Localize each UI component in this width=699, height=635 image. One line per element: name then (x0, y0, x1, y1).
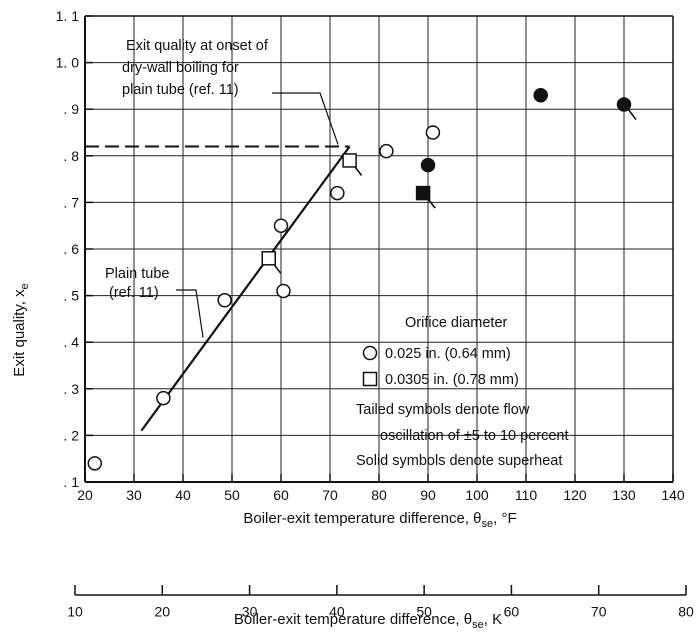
circle-point-5 (330, 185, 345, 201)
note-tailed-symbols: Tailed symbols denote flow (356, 402, 530, 418)
x2-tick-label-40: 40 (329, 603, 345, 619)
x-tick-label-40: 40 (175, 487, 191, 503)
circle-point-4 (276, 283, 291, 299)
circle-point-8 (420, 157, 436, 173)
circle-point-10 (616, 97, 632, 112)
legend-square-marker (362, 371, 378, 387)
x-tick-label-120: 120 (563, 487, 587, 503)
y-tick-label-1: 1. 0 (56, 55, 80, 71)
note-solid-symbols: Solid symbols denote superheat (356, 453, 562, 469)
plain-tube-leader-line (176, 289, 204, 338)
x2-tick-label-20: 20 (154, 603, 170, 619)
x-tick-label-140: 140 (661, 487, 685, 503)
y-tick-label-0.6: . 6 (63, 241, 79, 257)
grid (85, 16, 673, 482)
circle-point-9 (533, 87, 548, 103)
x-tick-label-80: 80 (371, 487, 387, 503)
x-tick-label-90: 90 (420, 487, 436, 503)
legend-entry-circle: 0.025 in. (0.64 mm) (385, 346, 511, 362)
y-tick-label-0.1: . 1 (63, 474, 79, 490)
plain-tube-line (140, 145, 351, 432)
legend-circle-marker (362, 345, 378, 361)
legend-title: Orifice diameter (405, 315, 508, 331)
circle-point-0 (87, 456, 103, 471)
plain-tube-note-line-1: Plain tube (105, 266, 170, 282)
square-point-0 (261, 251, 276, 266)
x-axis-ticks: 20 30 40 50 60 70 80 90 100 110 120 130 140 10 20 30 40 5… (67, 474, 694, 619)
x2-axis-label: Boiler-exit temperature difference, θse,… (234, 611, 502, 631)
dry-wall-note-line-1: Exit quality at onset of (126, 38, 269, 54)
dry-wall-note-line-2: dry-wall boiling for (122, 60, 239, 76)
x-tick-label-110: 110 (515, 487, 538, 503)
x2-tick-label-70: 70 (591, 603, 607, 619)
circle-point-6 (379, 143, 394, 159)
y-tick-label-0.3: . 3 (63, 381, 79, 397)
y-tick-label-0.2: . 2 (63, 427, 79, 443)
x-tick-label-30: 30 (126, 487, 142, 503)
x-tick-label-60: 60 (273, 487, 289, 503)
x-tick-label-100: 100 (465, 487, 489, 503)
x2-tick-label-30: 30 (242, 603, 258, 619)
data-points (87, 87, 637, 471)
y-tick-label-0.5: . 5 (63, 288, 79, 304)
y-tick-label-0.4: . 4 (63, 334, 79, 350)
circle-point-1 (156, 390, 171, 406)
y-axis-label: Exit quality, xe (11, 283, 31, 376)
y-tick-label-0.9: . 9 (63, 101, 79, 117)
circle-point-7 (425, 125, 441, 140)
x2-tick-label-10: 10 (67, 603, 83, 619)
circle-point-3 (273, 218, 289, 233)
x2-tick-label-80: 80 (678, 603, 694, 619)
x-tick-label-20: 20 (77, 487, 93, 503)
x-tick-label-70: 70 (322, 487, 338, 503)
square-point-2 (415, 185, 431, 201)
x-axis-label: Boiler-exit temperature difference, θse,… (243, 510, 516, 530)
note-oscillation: oscillation of ±5 to 10 percent (380, 428, 569, 444)
reference-lines (85, 92, 351, 432)
plain-tube-note-line-2: (ref. 11) (109, 285, 159, 301)
y-tick-label-0.8: . 8 (63, 148, 79, 164)
x2-tick-label-60: 60 (504, 603, 520, 619)
x-tick-label-130: 130 (612, 487, 636, 503)
y-tick-label-1.1: 1. 1 (56, 8, 80, 24)
legend-entry-square: 0.0305 in. (0.78 mm) (385, 372, 519, 388)
square-point-1 (342, 153, 357, 168)
circle-point-2 (217, 293, 232, 308)
x-tick-label-50: 50 (224, 487, 240, 503)
y-tick-label-0.7: . 7 (63, 194, 79, 210)
dry-wall-note-line-3: plain tube (ref. 11) (122, 82, 239, 98)
x2-tick-label-50: 50 (416, 603, 432, 619)
dry-wall-leader-line (272, 92, 339, 145)
y-axis-ticks: . 1 . 2 . 3 . 4 . 5 . 6 . 7 . 8 . 9 1. 0 1. 1 (56, 8, 93, 490)
